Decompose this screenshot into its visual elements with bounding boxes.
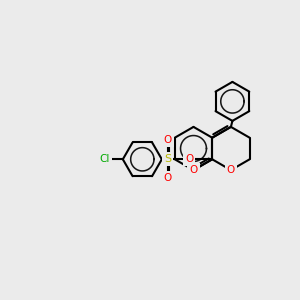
Text: S: S (164, 154, 171, 164)
Text: O: O (189, 165, 198, 175)
Text: Cl: Cl (100, 154, 110, 164)
Text: O: O (227, 165, 235, 175)
Text: O: O (185, 154, 194, 164)
Text: O: O (164, 173, 172, 183)
Text: O: O (164, 135, 172, 145)
